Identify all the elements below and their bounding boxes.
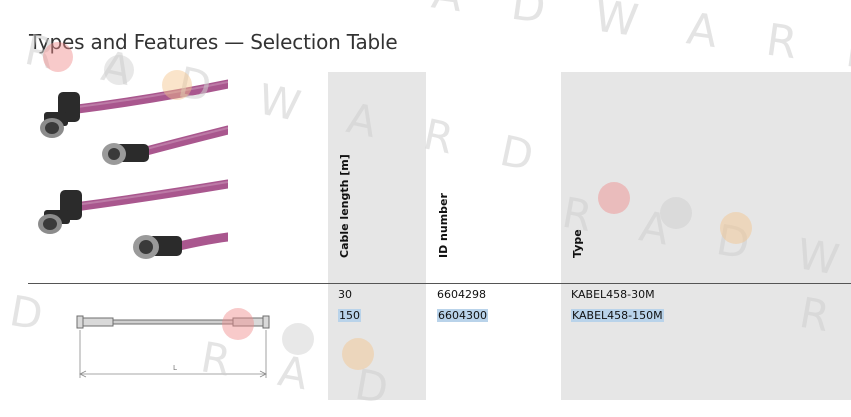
cable-dimension-drawing: L: [76, 315, 270, 378]
table-row-1-type[interactable]: KABEL458-30M: [571, 288, 655, 301]
selected-text-length[interactable]: 150: [338, 309, 361, 322]
table-row-2-length[interactable]: 150: [338, 309, 361, 322]
table-row-2-type[interactable]: KABEL458-150M: [571, 309, 664, 322]
table-row-2-id[interactable]: 6604300: [437, 309, 488, 322]
svg-text:L: L: [173, 364, 177, 372]
table-row-1-length[interactable]: 30: [338, 288, 352, 301]
cable-assembly-photo: [30, 72, 228, 272]
column-band-cable-length: [328, 72, 426, 400]
column-band-type: [561, 72, 851, 400]
page-title: Types and Features — Selection Table: [29, 30, 398, 54]
selected-text-id[interactable]: 6604300: [437, 309, 488, 322]
header-cable-length: Cable length [m]: [338, 154, 351, 258]
header-id-number: ID number: [437, 193, 450, 258]
table-row-1-id[interactable]: 6604298: [437, 288, 486, 301]
selected-text-type[interactable]: KABEL458-150M: [571, 309, 664, 322]
table-header-rule: [28, 283, 851, 284]
header-type: Type: [571, 229, 584, 258]
